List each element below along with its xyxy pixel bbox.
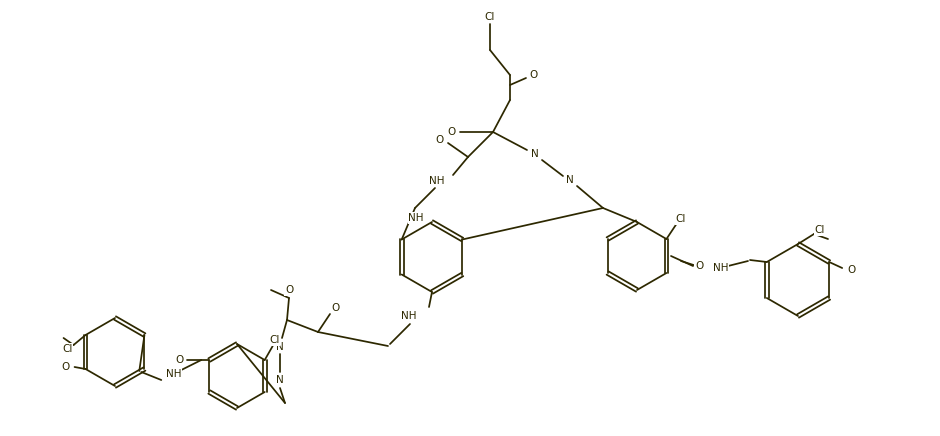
Text: O: O	[285, 285, 293, 295]
Text: Cl: Cl	[485, 12, 495, 22]
Text: O: O	[447, 127, 456, 137]
Text: O: O	[529, 70, 537, 80]
Text: NH: NH	[429, 176, 444, 186]
Text: N: N	[276, 342, 284, 352]
Text: Cl: Cl	[815, 225, 825, 235]
Text: Cl: Cl	[675, 214, 685, 224]
Text: NH: NH	[713, 263, 728, 273]
Text: NH: NH	[408, 213, 424, 223]
Text: Cl: Cl	[270, 335, 280, 345]
Text: O: O	[175, 355, 183, 365]
Text: O: O	[332, 303, 340, 313]
Text: O: O	[847, 265, 855, 275]
Text: O: O	[436, 135, 444, 145]
Text: N: N	[276, 375, 284, 385]
Text: N: N	[531, 149, 539, 159]
Text: N: N	[566, 175, 574, 185]
Text: O: O	[61, 362, 70, 372]
Text: NH: NH	[165, 369, 181, 379]
Text: O: O	[695, 261, 703, 271]
Text: NH: NH	[401, 311, 417, 321]
Text: Cl: Cl	[62, 344, 72, 354]
